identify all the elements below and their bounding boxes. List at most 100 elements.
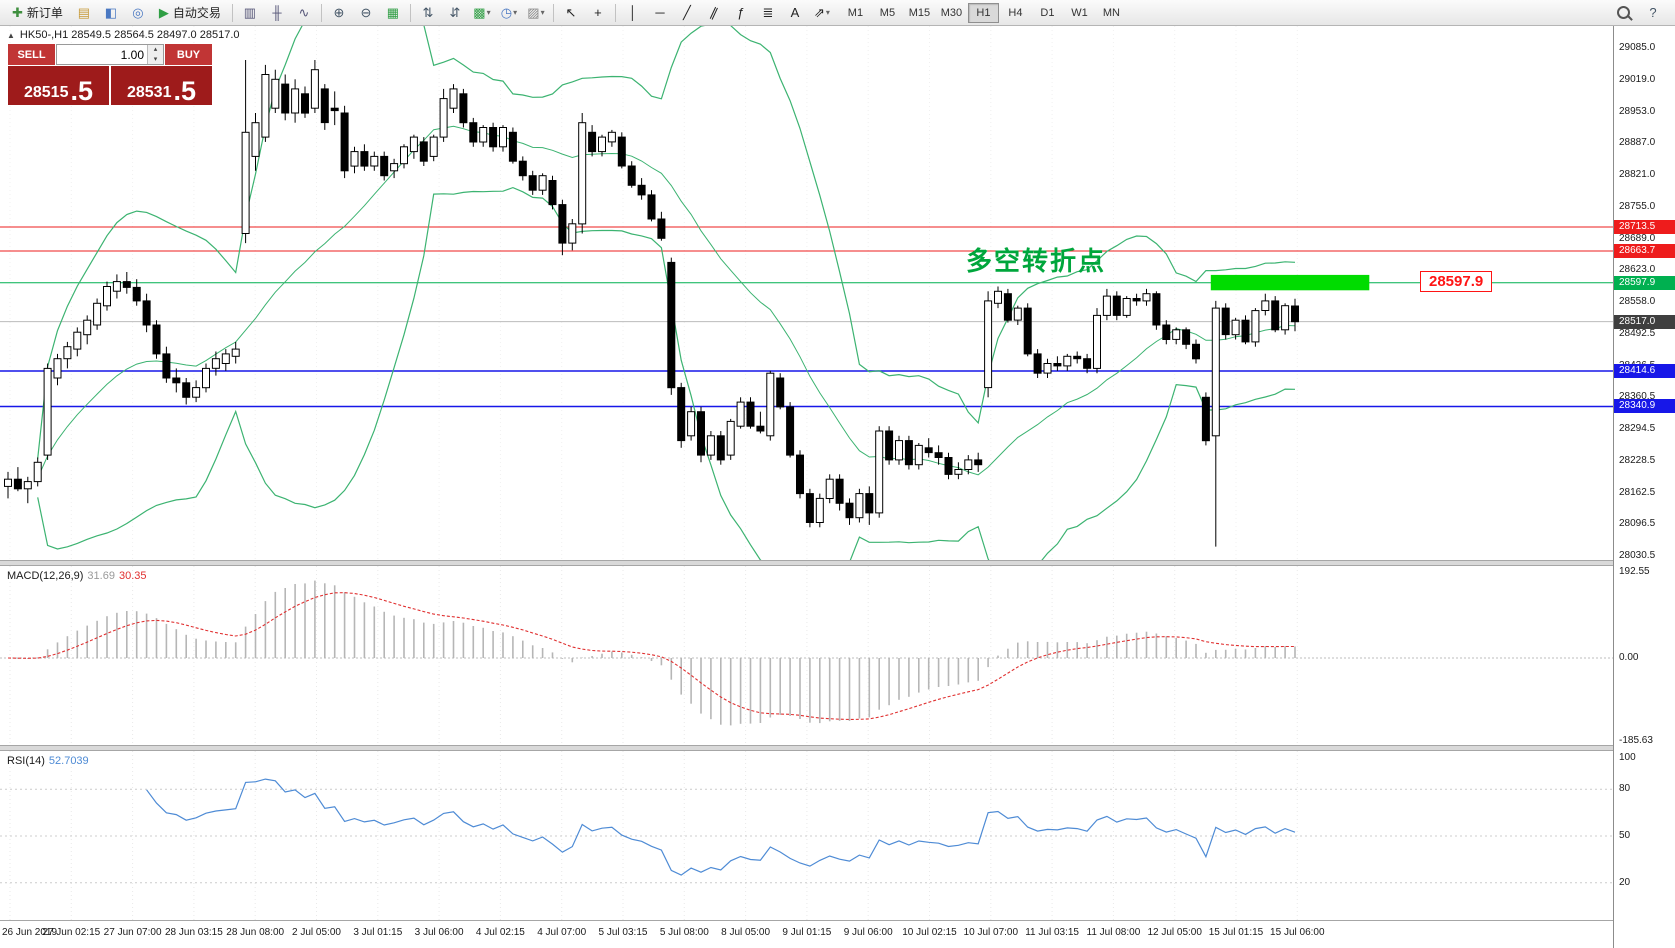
horizontal-line-icon[interactable]: ─	[647, 1, 673, 25]
axis-scale-label: 28492.5	[1619, 327, 1656, 339]
tile-windows-icon[interactable]: ▦	[380, 1, 406, 25]
buy-price-button[interactable]: 28531.5	[111, 66, 212, 105]
time-axis-label: 10 Jul 02:15	[902, 927, 957, 938]
chart-text-annotation[interactable]: 多空转折点	[966, 246, 1107, 276]
time-axis-label: 26 Jun 2019	[2, 927, 58, 938]
time-axis[interactable]: 26 Jun 2019 27 Jun 02:15 27 Jun 07:00 28 Ju…	[0, 920, 1675, 948]
market-watch-icon[interactable]: ▤	[71, 1, 97, 25]
zoom-out-icon[interactable]: ⊖	[353, 1, 379, 25]
candlestick-chart-icon-icon: ╫	[272, 5, 282, 20]
sort-ascending-icon-icon: ⇅	[422, 5, 434, 20]
price-line-tag[interactable]: 28414.6	[1614, 363, 1675, 378]
axis-scale-label: 28755.0	[1619, 200, 1656, 212]
buy-button[interactable]: BUY	[165, 44, 212, 65]
fibonacci-icon[interactable]: ƒ	[728, 1, 754, 25]
timeframe-h1[interactable]: H1	[967, 2, 999, 23]
help-icon[interactable]: ?	[1640, 1, 1666, 25]
chart-symbol-label: ▲ HK50-,H1 28549.5 28564.5 28497.0 28517…	[7, 29, 240, 41]
text-label-icon[interactable]: A	[782, 1, 808, 25]
time-gridlines	[9, 751, 1298, 920]
time-axis-label: 5 Jul 08:00	[659, 927, 709, 938]
time-gridlines	[9, 26, 1298, 560]
data-window-icon[interactable]: ◧	[98, 1, 124, 25]
timeframe-m15[interactable]: M15	[908, 6, 931, 19]
timeframe-w1[interactable]: W1	[1071, 6, 1088, 19]
toolbar-separator	[409, 3, 411, 22]
autotrading-icon: ▶	[158, 5, 169, 20]
trendline-icon[interactable]: ╱	[674, 1, 700, 25]
search-icon[interactable]	[1610, 1, 1636, 25]
vertical-line-icon[interactable]: │	[620, 1, 646, 25]
cursor-icon-icon: ↖	[565, 5, 577, 20]
shapes-icon-icon: ≣	[762, 5, 774, 20]
volume-increase-button[interactable]: ▴	[148, 45, 163, 55]
axis-scale-label: 100	[1619, 752, 1636, 763]
sort-ascending-icon[interactable]: ⇅	[415, 1, 441, 25]
price-axis[interactable]: 29085.0 29019.0 28953.0 28887.0 28821.0 28755…	[1613, 26, 1675, 948]
sell-button[interactable]: SELL	[8, 44, 55, 65]
timeframe-m1[interactable]: M1	[847, 6, 864, 19]
collapse-trade-panel-icon[interactable]: ▲	[7, 30, 15, 40]
axis-scale-label: 28953.0	[1619, 105, 1656, 117]
new-chart-dropdown[interactable]: ▩ ▾	[469, 1, 495, 25]
time-axis-label: 8 Jul 05:00	[721, 927, 771, 938]
price-line-tag[interactable]: 28663.7	[1614, 243, 1675, 258]
bar-chart-icon[interactable]: ▥	[237, 1, 263, 25]
candlestick-chart-icon[interactable]: ╫	[264, 1, 290, 25]
macd-panel[interactable]	[0, 566, 1613, 745]
navigator-icon[interactable]: ◎	[125, 1, 151, 25]
crosshair-icon[interactable]: +	[585, 1, 611, 25]
price-line-tag[interactable]: 28713.5	[1614, 219, 1675, 234]
template-icon: ▨	[527, 5, 540, 20]
rsi-line	[146, 778, 1296, 876]
shapes-icon[interactable]: ≣	[755, 1, 781, 25]
macd-histogram	[17, 580, 1296, 726]
axis-scale-label: 20	[1619, 876, 1631, 888]
time-axis-label: 15 Jul 06:00	[1270, 927, 1325, 938]
trendline-icon-icon: ╱	[683, 5, 691, 20]
tile-windows-icon-icon: ▦	[386, 5, 400, 20]
new-order-button-label: 新订单	[26, 6, 63, 20]
axis-scale-label: 28228.5	[1619, 454, 1656, 466]
price-chart[interactable]	[0, 26, 1613, 560]
arrows-icon[interactable]: ⇗ ▾	[809, 1, 835, 25]
time-axis-label: 3 Jul 01:15	[353, 927, 403, 938]
channel-icon-icon: ∥	[707, 4, 721, 21]
highlight-rectangle[interactable]	[1210, 274, 1370, 291]
timeframe-m30[interactable]: M30	[940, 6, 963, 19]
search-icon	[1616, 6, 1630, 19]
timeframe-m5[interactable]: M5	[879, 6, 896, 19]
channel-icon[interactable]: ∥	[701, 1, 727, 25]
timeframe-h4[interactable]: H4	[1008, 6, 1023, 19]
price-line-tag[interactable]: 28517.0	[1614, 314, 1675, 329]
crosshair-icon-icon: +	[594, 5, 602, 20]
price-callout-label[interactable]: 28597.9	[1420, 270, 1493, 292]
price-line-tag[interactable]: 28340.9	[1614, 399, 1675, 414]
sort-descending-icon[interactable]: ⇵	[442, 1, 468, 25]
cursor-icon[interactable]: ↖	[558, 1, 584, 25]
macd-rsi-splitter[interactable]	[0, 745, 1675, 751]
candles	[4, 60, 1299, 547]
price-line-tag[interactable]: 28597.9	[1614, 275, 1675, 290]
autotrading-button[interactable]: ▶ 自动交易	[152, 1, 228, 25]
line-chart-icon[interactable]: ∿	[291, 1, 317, 25]
chart-macd-splitter[interactable]	[0, 560, 1675, 566]
macd-label: MACD(12,26,9) 31.69 30.35	[7, 570, 147, 582]
time-axis-label: 15 Jul 01:15	[1208, 927, 1264, 938]
period-dropdown[interactable]: ◷ ▾	[496, 1, 522, 25]
rsi-panel[interactable]	[0, 751, 1613, 920]
volume-decrease-button[interactable]: ▾	[148, 54, 163, 64]
zoom-in-icon[interactable]: ⊕	[326, 1, 352, 25]
sell-price-button[interactable]: 28515.5	[8, 66, 109, 105]
timeframe-d1[interactable]: D1	[1040, 6, 1055, 19]
toolbar: ✚ 新订单 ▤ ◧ ◎ ▶ 自动交易 ▥ ╫ ∿ ⊕ ⊖ ▦ ⇅ ⇵ ▩ ▾ ◷ ▾ ▨ ▾ ↖ + │ ─ ╱ ∥ ƒ ≣ A ⇗ ▾ M1 M…	[0, 0, 1675, 26]
template-dropdown[interactable]: ▨ ▾	[523, 1, 549, 25]
help-icon: ?	[1649, 5, 1657, 20]
axis-scale-label: 28162.5	[1619, 486, 1656, 498]
new-order-button[interactable]: ✚ 新订单	[5, 1, 70, 25]
volume-input[interactable]	[57, 45, 147, 64]
horizontal-price-lines[interactable]	[0, 226, 1613, 408]
toolbar-separator	[231, 3, 233, 22]
timeframe-mn[interactable]: MN	[1102, 6, 1120, 19]
